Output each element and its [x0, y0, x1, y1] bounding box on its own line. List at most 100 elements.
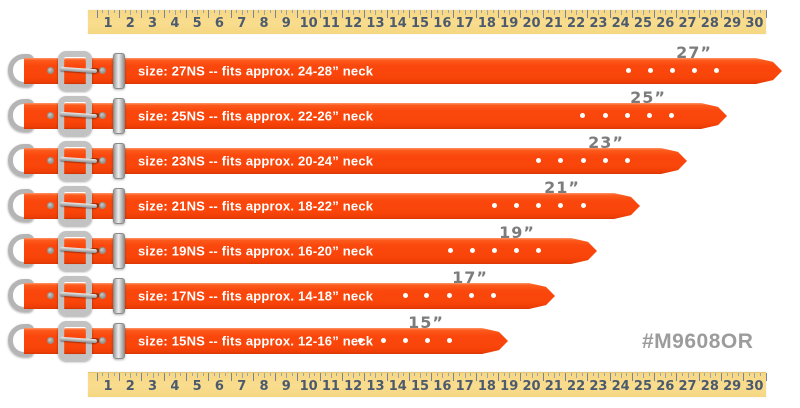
ruler-tick — [759, 373, 761, 376]
ruler-tick — [420, 373, 422, 378]
rivet — [99, 202, 106, 209]
strap-hole — [558, 203, 563, 208]
ruler-tick — [726, 373, 728, 376]
ruler-tick — [174, 373, 176, 378]
collar-row: size: 19NS -- fits approx. 16-20” neck 19… — [0, 223, 800, 273]
ruler-tick — [152, 10, 154, 15]
ruler-tick — [743, 10, 745, 18]
ruler-tick — [447, 373, 449, 376]
ruler-tick — [670, 373, 672, 376]
ruler-tick — [386, 10, 388, 18]
ruler-tick — [598, 10, 600, 15]
ruler-tick — [107, 373, 109, 378]
ruler-tick — [743, 373, 745, 381]
ruler-tick — [732, 373, 734, 378]
strap-hole — [625, 158, 630, 163]
rivet — [99, 292, 106, 299]
ruler-tick — [408, 10, 410, 18]
ruler-tick — [275, 373, 277, 381]
keeper-loop — [113, 233, 125, 269]
ruler-tick — [258, 10, 260, 13]
rivet — [99, 112, 106, 119]
ruler-tick — [659, 373, 661, 376]
strap-hole — [447, 293, 452, 298]
strap-hole — [536, 248, 541, 253]
ruler-tick — [314, 373, 316, 376]
strap-hole — [492, 248, 497, 253]
ruler-tick — [342, 373, 344, 381]
bottom-ruler: 1 2 3 4 5 6 7 8 9 10 11 12 13 14 15 16 17 18 19 20 21 22 23 24 2… — [88, 372, 767, 397]
ruler-tick — [587, 373, 589, 381]
ruler-tick — [303, 373, 305, 376]
strap-hole — [536, 158, 541, 163]
ruler-tick — [620, 10, 622, 15]
ruler-tick — [537, 373, 539, 376]
strap-hole — [692, 68, 697, 73]
size-callout: 17” — [452, 268, 488, 287]
ruler-tick — [169, 10, 171, 13]
ruler-number: 13 — [366, 379, 385, 394]
collar-strap — [24, 103, 727, 129]
ruler-tick — [147, 10, 148, 13]
ruler-tick — [225, 10, 227, 13]
ruler-number: 2 — [125, 379, 135, 394]
ruler-tick — [397, 10, 399, 15]
strap-hole — [625, 113, 630, 118]
strap-hole — [536, 203, 541, 208]
ruler-tick — [130, 10, 132, 15]
ruler-number: 6 — [214, 16, 224, 31]
ruler-number: 16 — [433, 379, 452, 394]
keeper-loop — [113, 53, 125, 89]
ruler-tick — [186, 10, 187, 18]
ruler-number: 3 — [148, 379, 158, 394]
ruler-tick — [598, 373, 600, 378]
strap-hole — [647, 113, 652, 118]
strap-hole — [448, 248, 453, 253]
product-code: #M9608OR — [642, 330, 754, 353]
ruler-tick — [503, 10, 505, 13]
ruler-tick — [247, 10, 249, 13]
ruler-tick — [375, 10, 377, 15]
ruler-tick — [208, 10, 210, 18]
ruler-tick — [141, 10, 143, 18]
ruler-tick — [403, 10, 405, 13]
strap-hole — [470, 248, 475, 253]
strap-hole — [469, 293, 474, 298]
ruler-tick — [498, 373, 500, 381]
ruler-tick — [436, 10, 438, 13]
ruler-tick — [475, 10, 477, 18]
size-callout: 27” — [676, 43, 712, 62]
ruler-number: 29 — [723, 16, 742, 31]
ruler-tick — [96, 373, 98, 381]
ruler-number: 20 — [522, 379, 541, 394]
ruler-tick — [286, 373, 288, 378]
ruler-tick — [247, 373, 249, 376]
ruler-tick — [459, 10, 461, 13]
strap-hole — [581, 158, 586, 163]
ruler-tick — [169, 373, 171, 376]
ruler-tick — [732, 10, 734, 15]
ruler-tick — [275, 10, 277, 18]
ruler-tick — [319, 373, 321, 381]
ruler-tick — [576, 10, 578, 15]
ruler-number: 27 — [678, 379, 697, 394]
ruler-tick — [369, 10, 371, 13]
ruler-tick — [208, 373, 210, 381]
ruler-tick — [425, 373, 427, 376]
ruler-tick — [637, 373, 639, 376]
ruler-tick — [720, 10, 722, 18]
ruler-tick — [520, 373, 522, 381]
ruler-tick — [197, 10, 199, 15]
ruler-number: 12 — [344, 379, 363, 394]
strap-hole — [403, 293, 408, 298]
ruler-tick — [414, 10, 416, 13]
strap-hole — [381, 338, 386, 343]
ruler-tick — [475, 373, 477, 381]
ruler-tick — [631, 373, 633, 381]
ruler-tick — [492, 10, 494, 13]
collar-row: size: 15NS -- fits approx. 12-16” neck 15… — [0, 313, 800, 363]
ruler-number: 26 — [656, 16, 675, 31]
ruler-tick — [748, 373, 750, 376]
ruler-number: 27 — [678, 16, 697, 31]
collar-row: size: 21NS -- fits approx. 18-22” neck 21… — [0, 178, 800, 228]
